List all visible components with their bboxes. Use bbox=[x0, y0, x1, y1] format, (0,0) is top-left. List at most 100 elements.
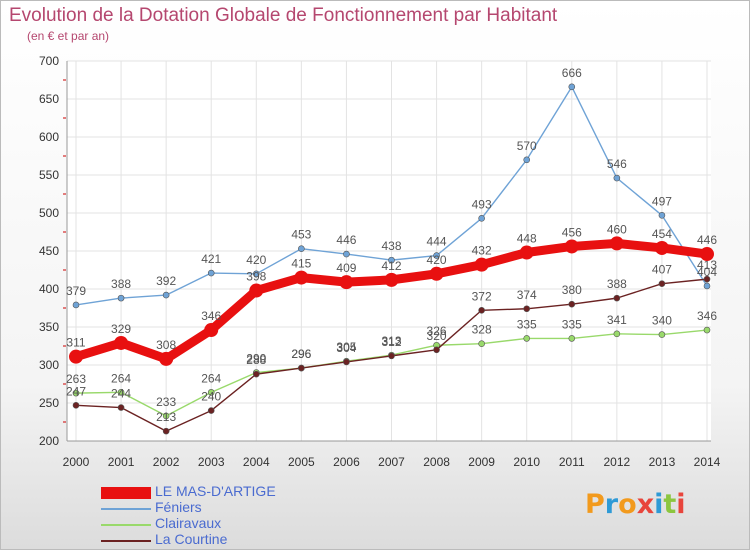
x-tick-label: 2005 bbox=[288, 455, 315, 469]
data-point bbox=[700, 247, 714, 262]
data-point bbox=[568, 83, 576, 91]
data-point bbox=[252, 370, 260, 378]
y-tick-label: 650 bbox=[39, 92, 59, 106]
data-point bbox=[474, 257, 489, 272]
data-label: 420 bbox=[427, 253, 447, 267]
y-tick-label: 700 bbox=[39, 54, 59, 68]
y-tick-label: 500 bbox=[39, 206, 59, 220]
data-label: 335 bbox=[517, 317, 537, 331]
data-label: 404 bbox=[697, 265, 717, 279]
data-point bbox=[613, 330, 621, 338]
data-label: 456 bbox=[562, 225, 582, 239]
logo-letter: o bbox=[618, 489, 637, 520]
data-label: 213 bbox=[156, 410, 176, 424]
data-label: 415 bbox=[291, 257, 311, 271]
data-label: 288 bbox=[246, 353, 266, 367]
data-point bbox=[388, 256, 395, 264]
data-label: 497 bbox=[652, 194, 672, 208]
data-point bbox=[568, 335, 576, 342]
data-label: 453 bbox=[291, 228, 311, 242]
data-label: 296 bbox=[291, 347, 311, 361]
data-point bbox=[162, 412, 170, 420]
data-label: 420 bbox=[246, 253, 266, 267]
data-point bbox=[433, 252, 440, 259]
data-point bbox=[294, 270, 309, 285]
data-point bbox=[162, 291, 170, 299]
data-point bbox=[658, 331, 666, 338]
data-label: 320 bbox=[427, 329, 447, 343]
logo-letter: i bbox=[654, 489, 664, 520]
chart-title: Evolution de la Dotation Globale de Fonc… bbox=[9, 5, 558, 26]
data-point bbox=[658, 211, 666, 219]
data-point bbox=[72, 401, 80, 409]
x-tick-label: 2001 bbox=[108, 455, 135, 469]
data-point bbox=[429, 266, 444, 281]
x-tick-label: 2008 bbox=[423, 455, 450, 469]
data-point bbox=[613, 294, 621, 302]
x-tick-label: 2002 bbox=[153, 455, 180, 469]
data-label: 335 bbox=[562, 317, 582, 331]
data-label: 341 bbox=[607, 313, 627, 327]
data-label: 546 bbox=[607, 157, 627, 171]
data-point bbox=[343, 250, 350, 258]
data-point bbox=[207, 407, 215, 414]
chart-subtitle: (en € et par an) bbox=[27, 29, 110, 43]
data-label: 340 bbox=[652, 314, 672, 328]
data-point bbox=[249, 283, 264, 298]
data-point bbox=[433, 346, 440, 354]
data-label: 290 bbox=[246, 352, 266, 366]
x-tick-label: 2003 bbox=[198, 455, 225, 469]
data-label: 570 bbox=[517, 139, 537, 153]
data-label: 407 bbox=[652, 263, 672, 277]
data-point bbox=[114, 335, 129, 350]
x-tick-label: 2014 bbox=[694, 455, 721, 469]
x-tick-label: 2013 bbox=[649, 455, 676, 469]
data-point bbox=[117, 404, 125, 411]
x-tick-label: 2012 bbox=[604, 455, 631, 469]
data-point bbox=[117, 294, 125, 302]
x-tick-label: 2004 bbox=[243, 455, 270, 469]
data-label: 244 bbox=[111, 387, 131, 401]
data-point bbox=[523, 305, 531, 313]
legend-swatch bbox=[101, 540, 151, 542]
data-point bbox=[72, 389, 80, 397]
data-point bbox=[523, 156, 531, 164]
x-tick-label: 2011 bbox=[559, 455, 585, 469]
data-point bbox=[478, 215, 485, 222]
data-label: 326 bbox=[427, 324, 447, 338]
data-label: 296 bbox=[291, 347, 311, 361]
data-point bbox=[343, 358, 350, 366]
y-tick-label: 400 bbox=[39, 282, 59, 296]
data-point bbox=[658, 280, 666, 287]
data-label: 454 bbox=[652, 227, 672, 241]
data-label: 311 bbox=[66, 336, 85, 350]
y-tick-label: 300 bbox=[39, 358, 59, 372]
logo-letter: i bbox=[676, 489, 686, 520]
data-label: 388 bbox=[607, 277, 627, 291]
data-label: 264 bbox=[201, 371, 221, 385]
data-point bbox=[654, 240, 669, 255]
logo-letter: t bbox=[663, 489, 677, 520]
x-tick-label: 2007 bbox=[378, 455, 405, 469]
x-tick-label: 2009 bbox=[468, 455, 495, 469]
data-label: 346 bbox=[697, 309, 717, 323]
legend-label: Féniers bbox=[155, 499, 202, 515]
data-point bbox=[384, 272, 399, 287]
data-point bbox=[69, 349, 83, 364]
data-label: 313 bbox=[381, 334, 401, 348]
data-point bbox=[478, 306, 485, 314]
data-label: 409 bbox=[336, 261, 356, 275]
data-label: 305 bbox=[336, 340, 356, 354]
data-label: 240 bbox=[201, 390, 221, 404]
data-point bbox=[523, 335, 531, 342]
data-point bbox=[388, 352, 395, 360]
data-point bbox=[609, 236, 624, 251]
data-label: 379 bbox=[66, 284, 86, 298]
data-point bbox=[613, 174, 621, 182]
data-label: 312 bbox=[381, 335, 401, 349]
data-label: 438 bbox=[381, 239, 401, 253]
y-tick-label: 200 bbox=[39, 434, 59, 448]
data-point bbox=[207, 269, 215, 277]
